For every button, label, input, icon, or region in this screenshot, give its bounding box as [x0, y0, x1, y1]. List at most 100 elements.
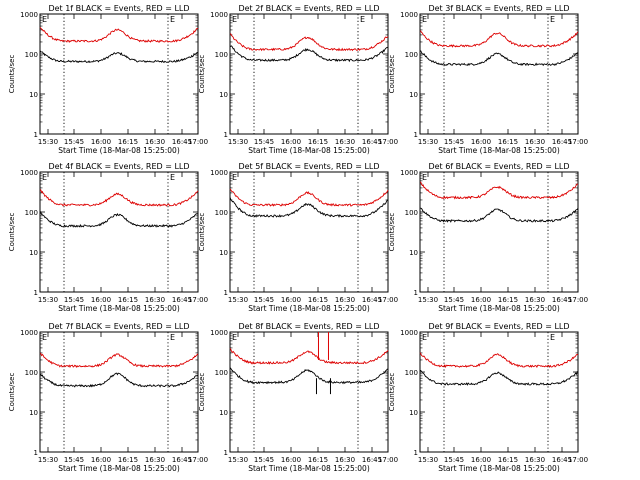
y-axis-label: Counts/sec — [8, 213, 16, 252]
x-axis-label: Start Time (18-Mar-08 15:25:00) — [438, 146, 560, 155]
panel-title: Det 3f BLACK = Events, RED = LLD — [428, 4, 569, 13]
panel-title: Det 2f BLACK = Events, RED = LLD — [238, 4, 379, 13]
x-tick-label: 16:45 — [172, 296, 192, 304]
event-marker-label: E — [170, 173, 175, 182]
y-tick-label: 100 — [25, 369, 38, 377]
series-line-lld — [419, 30, 579, 48]
x-tick-label: 16:45 — [552, 138, 572, 146]
panel-title: Det 4f BLACK = Events, RED = LLD — [48, 162, 189, 171]
plot-frame — [39, 331, 199, 453]
x-tick-label: 16:00 — [91, 456, 111, 464]
x-tick-label: 16:30 — [525, 296, 545, 304]
x-tick-label: 16:30 — [525, 138, 545, 146]
x-tick-label: 15:30 — [418, 456, 438, 464]
series-line-events — [39, 372, 199, 388]
x-tick-label: 16:45 — [362, 138, 382, 146]
y-tick-label: 10 — [409, 249, 418, 257]
panel-title: Det 9f BLACK = Events, RED = LLD — [428, 322, 569, 331]
x-tick-label: 16:15 — [498, 456, 518, 464]
panel-title: Det 5f BLACK = Events, RED = LLD — [238, 162, 379, 171]
series-line-lld — [39, 352, 199, 369]
event-marker-label: E — [232, 173, 237, 182]
x-tick-label: 16:15 — [118, 296, 138, 304]
series-line-events — [39, 211, 199, 228]
x-tick-label: 16:45 — [362, 456, 382, 464]
x-tick-label: 16:45 — [172, 456, 192, 464]
x-tick-label: 17:00 — [568, 456, 588, 464]
y-tick-label: 1 — [224, 449, 228, 457]
plot-frame — [229, 171, 389, 293]
x-tick-label: 17:00 — [568, 138, 588, 146]
y-tick-label: 100 — [215, 369, 228, 377]
series-line-lld — [229, 188, 389, 207]
y-tick-label: 1 — [34, 289, 38, 297]
x-tick-label: 16:45 — [552, 296, 572, 304]
y-tick-label: 1000 — [400, 11, 418, 19]
x-axis-label: Start Time (18-Mar-08 15:25:00) — [58, 146, 180, 155]
x-tick-label: 16:00 — [471, 296, 491, 304]
plot-frame — [419, 13, 579, 135]
panel-1: Det 1f BLACK = Events, RED = LLD 1 10 100 10… — [8, 4, 208, 155]
y-tick-label: 100 — [405, 209, 418, 217]
y-tick-label: 1 — [224, 131, 228, 139]
series-line-events — [419, 50, 579, 67]
plot-frame — [39, 13, 199, 135]
x-tick-label: 15:30 — [228, 456, 248, 464]
panel-title: Det 7f BLACK = Events, RED = LLD — [48, 322, 189, 331]
x-tick-label: 15:45 — [444, 138, 464, 146]
event-marker-label: E — [422, 15, 427, 24]
y-tick-label: 1000 — [210, 329, 228, 337]
y-tick-label: 10 — [409, 409, 418, 417]
y-tick-label: 10 — [219, 409, 228, 417]
x-tick-label: 17:00 — [378, 138, 398, 146]
x-tick-label: 17:00 — [378, 296, 398, 304]
x-axis-label: Start Time (18-Mar-08 15:25:00) — [58, 304, 180, 313]
plot-frame — [39, 171, 199, 293]
x-tick-label: 17:00 — [188, 456, 208, 464]
y-axis-label: Counts/sec — [388, 213, 396, 252]
x-tick-label: 15:45 — [254, 456, 274, 464]
y-tick-label: 100 — [25, 51, 38, 59]
series-line-events — [229, 197, 389, 218]
x-tick-label: 16:15 — [498, 138, 518, 146]
x-tick-label: 16:45 — [172, 138, 192, 146]
x-tick-label: 16:15 — [308, 456, 328, 464]
x-tick-label: 16:30 — [145, 296, 165, 304]
x-tick-label: 15:45 — [64, 296, 84, 304]
event-marker-label: E — [550, 15, 555, 24]
x-tick-label: 15:30 — [38, 456, 58, 464]
x-tick-label: 15:45 — [254, 296, 274, 304]
x-tick-label: 15:30 — [38, 138, 58, 146]
series-line-events — [229, 367, 389, 385]
x-tick-label: 16:15 — [308, 296, 328, 304]
event-marker-label: E — [42, 333, 47, 342]
x-tick-label: 16:15 — [308, 138, 328, 146]
panel-8: Det 8f BLACK = Events, RED = LLD 1 10 100 10… — [198, 322, 398, 473]
y-tick-label: 10 — [409, 91, 418, 99]
plot-frame — [229, 331, 389, 453]
event-marker-label: E — [422, 333, 427, 342]
event-marker-label: E — [232, 333, 237, 342]
x-tick-label: 15:45 — [254, 138, 274, 146]
x-tick-label: 15:30 — [418, 138, 438, 146]
panel-7: Det 7f BLACK = Events, RED = LLD 1 10 100 10… — [8, 322, 208, 473]
y-tick-label: 1 — [414, 131, 418, 139]
y-tick-label: 100 — [405, 51, 418, 59]
series-line-lld — [229, 348, 389, 365]
y-axis-label: Counts/sec — [198, 213, 206, 252]
x-axis-label: Start Time (18-Mar-08 15:25:00) — [248, 464, 370, 473]
x-tick-label: 16:00 — [281, 456, 301, 464]
x-tick-label: 17:00 — [378, 456, 398, 464]
panel-6: Det 6f BLACK = Events, RED = LLD 1 10 100 10… — [388, 162, 588, 313]
plot-frame — [419, 171, 579, 293]
x-axis-label: Start Time (18-Mar-08 15:25:00) — [438, 304, 560, 313]
y-tick-label: 1000 — [20, 329, 38, 337]
x-tick-label: 17:00 — [568, 296, 588, 304]
event-marker-label: E — [232, 15, 237, 24]
x-tick-label: 16:00 — [91, 138, 111, 146]
y-tick-label: 100 — [215, 209, 228, 217]
x-tick-label: 16:00 — [471, 138, 491, 146]
y-tick-label: 10 — [29, 249, 38, 257]
x-tick-label: 16:30 — [145, 456, 165, 464]
